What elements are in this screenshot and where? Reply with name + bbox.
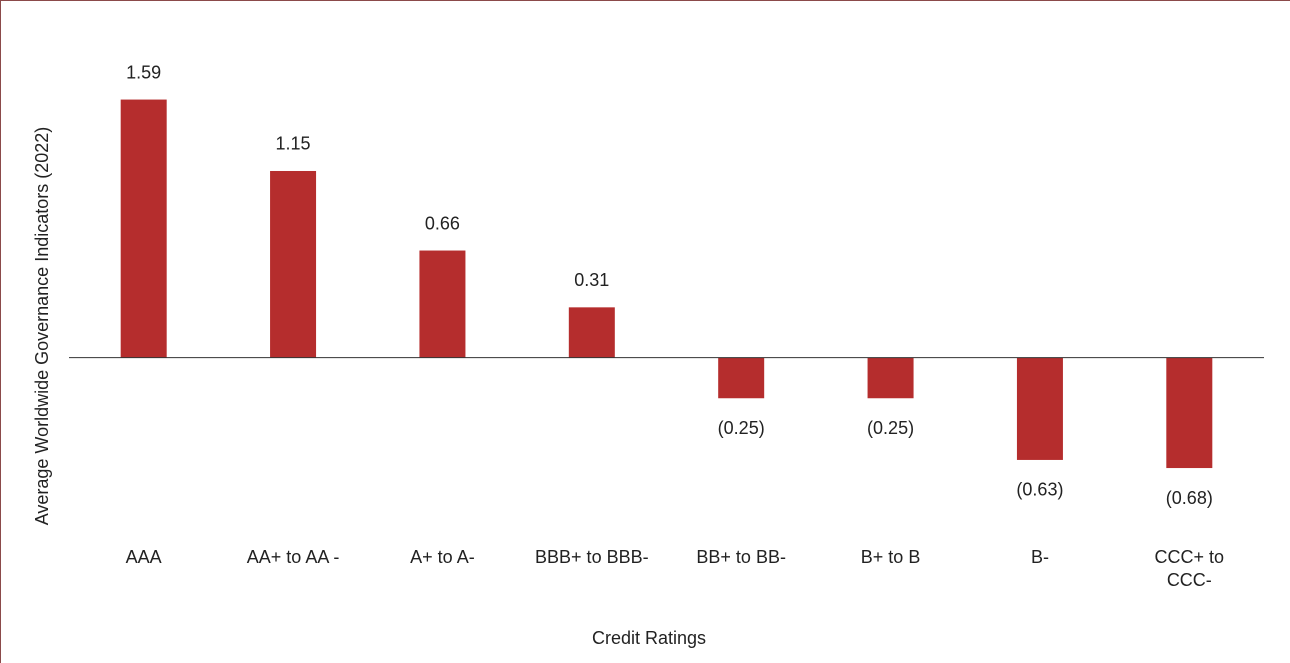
- bar: [419, 250, 466, 358]
- bar: [718, 357, 765, 399]
- bar: [1166, 357, 1213, 469]
- x-tick-label: A+ to A-: [410, 547, 475, 567]
- x-tick-label: B+ to B: [860, 547, 921, 567]
- x-tick-label: AAA: [125, 547, 162, 567]
- x-axis-title: Credit Ratings: [592, 628, 706, 648]
- bar: [120, 99, 167, 358]
- bar: [867, 357, 914, 399]
- x-tick-label: CCC+ to CCC-: [1154, 547, 1225, 590]
- y-axis-title: Average Worldwide Governance Indicators …: [32, 127, 52, 526]
- x-tick-label: B-: [1030, 547, 1049, 567]
- x-tick-label: AA+ to AA -: [246, 547, 340, 567]
- bar: [568, 307, 615, 358]
- data-label: 0.31: [574, 270, 609, 290]
- data-label: (0.25): [718, 418, 765, 438]
- bar: [270, 170, 317, 358]
- data-label: 0.66: [425, 213, 460, 233]
- bar: [1016, 357, 1063, 460]
- data-label: 1.15: [276, 134, 311, 154]
- data-label: (0.68): [1166, 488, 1213, 508]
- data-label: (0.25): [867, 418, 914, 438]
- data-label: 1.59: [126, 62, 161, 82]
- data-label: (0.63): [1016, 480, 1063, 500]
- x-tick-label: BBB+ to BBB-: [535, 547, 649, 567]
- x-tick-label: BB+ to BB-: [696, 547, 786, 567]
